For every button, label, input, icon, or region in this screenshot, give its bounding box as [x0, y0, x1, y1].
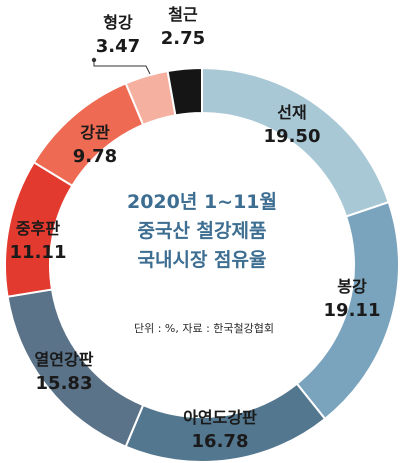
slice-value-label-5: 9.78	[73, 146, 117, 167]
center-title-line-3: 국내시장 점유율	[138, 249, 267, 271]
unit-note: 단위 : %, 자료 : 한국철강협회	[134, 322, 274, 335]
slice-category-label-5: 강관	[80, 123, 110, 142]
labels-group: 선재 19.50 봉강 19.11 아연도강판 16.78 열연강판 15.83 중후판 11.1…	[10, 5, 381, 452]
center-title-line-2: 중국산 철강제품	[138, 220, 267, 242]
connector-line	[93, 60, 151, 75]
slice-category-label-3: 열연강판	[35, 350, 94, 369]
center-title-line-1: 2020년 1~11월	[127, 191, 277, 213]
slice-value-label-1: 19.11	[324, 300, 381, 321]
slice-value-label-0: 19.50	[264, 126, 321, 147]
slice-value-label-4: 11.11	[10, 242, 67, 263]
slice-category-label-1: 봉강	[337, 277, 367, 296]
slice-category-label-4: 중후판	[16, 219, 60, 238]
slice-category-label-0: 선재	[277, 103, 306, 122]
slice-category-label-2: 아연도강판	[183, 408, 257, 427]
slice-category-label-7: 철근	[168, 5, 198, 24]
slice-value-label-2: 16.78	[192, 431, 249, 452]
slice-value-label-7: 2.75	[161, 28, 205, 49]
slice-7	[166, 66, 203, 117]
connector-dot	[91, 57, 97, 63]
small-slices-connector	[91, 57, 151, 75]
slice-value-label-3: 15.83	[36, 373, 93, 394]
slice-category-label-6: 형강	[103, 13, 133, 32]
slices-group	[4, 66, 400, 463]
slice-value-label-6: 3.47	[96, 36, 140, 57]
